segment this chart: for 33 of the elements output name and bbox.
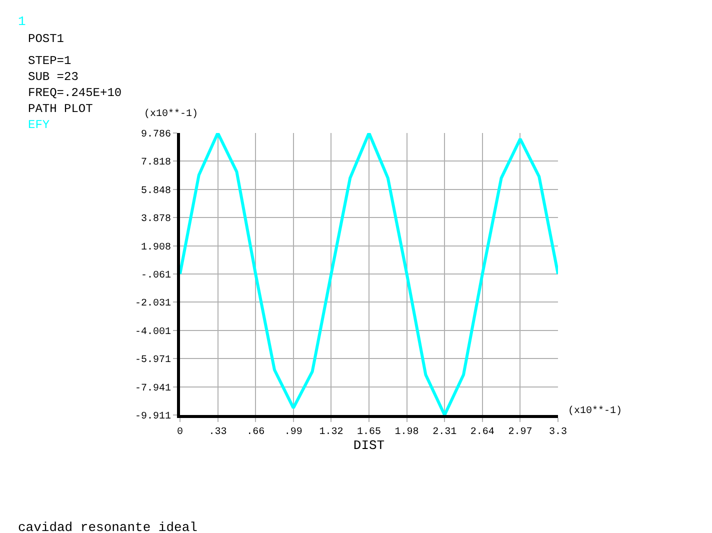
x-tick-label: 2.97 [508,427,532,438]
x-tick-label: .66 [246,427,265,438]
y-axis-title: (x10**-1) [144,108,198,120]
x-tick-label: 2.31 [432,427,457,438]
y-tick-label: -4.001 [134,326,171,338]
y-tick-label: -9.911 [134,412,171,422]
y-tick-label: -.061 [140,270,171,282]
x-tick-label: .33 [208,427,227,438]
text: (x10**-1) [568,405,622,417]
text: STEP=1 [28,54,72,68]
x-tick-label: 1.32 [319,427,344,438]
y-tick-label: -2.031 [134,298,171,310]
y-tick-label: -5.971 [134,355,171,366]
x-axis-title: DIST [353,438,385,453]
text: cavidad resonante ideal [18,520,198,533]
y-tick-label: 3.878 [140,214,171,226]
y-tick-label: 7.818 [140,158,171,169]
x-tick-label: 1.65 [356,427,382,438]
y-tick-label: 9.786 [140,130,171,140]
text: EFY [28,118,50,132]
x-tick-label: 0 [176,427,184,438]
text: 1 [18,14,26,29]
text: PATH PLOT [28,102,93,116]
text: FREQ=.245E+10 [28,86,122,100]
y-tick-label: -7.941 [134,383,171,394]
y-tick-label: 1.908 [140,242,171,254]
text: POST1 [28,32,64,46]
x-tick-label: 1.98 [394,427,419,438]
y-tick-label: 5.848 [140,186,171,197]
x-tick-label: 3.3 [548,427,568,438]
x-tick-label: 2.64 [470,427,494,438]
x-tick-label: .99 [284,427,302,438]
text: SUB =23 [28,70,78,84]
